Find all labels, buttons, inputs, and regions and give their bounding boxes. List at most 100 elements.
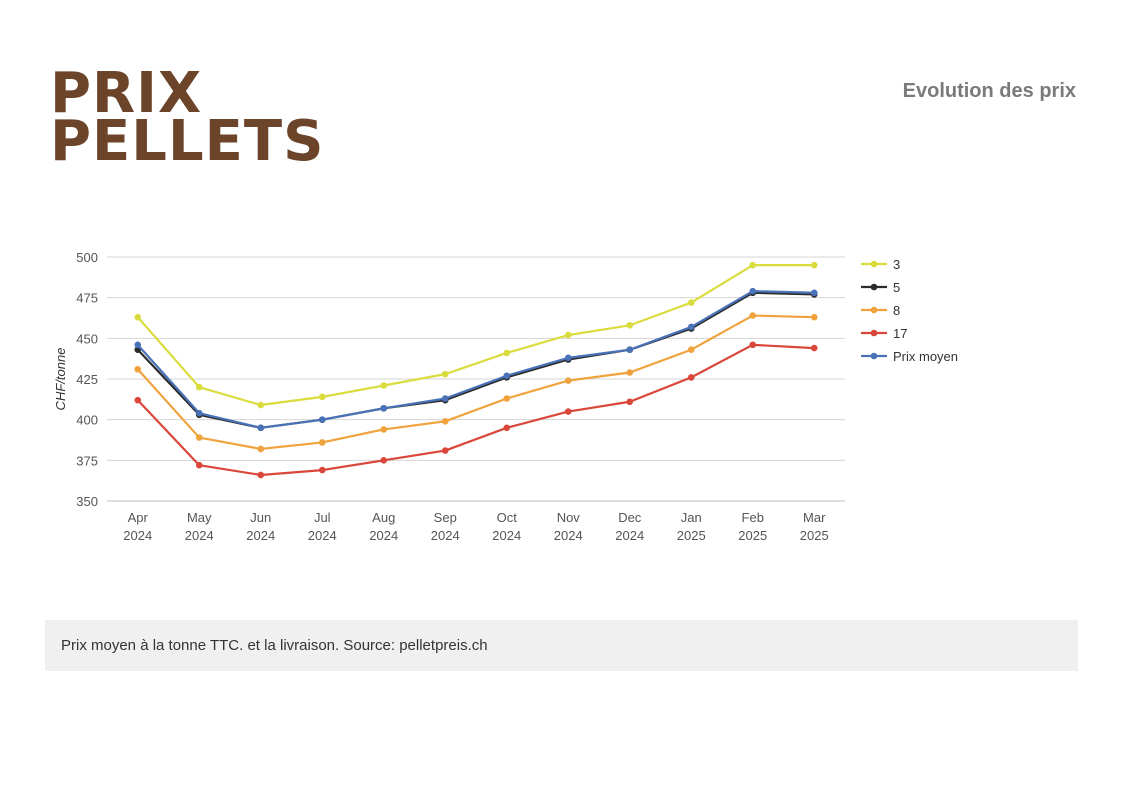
data-point (441, 417, 449, 425)
y-tick-label: 375 (76, 453, 98, 468)
legend-label: 3 (893, 257, 900, 272)
x-tick-label-year: 2024 (554, 528, 583, 543)
data-point (749, 312, 757, 319)
data-point (564, 408, 572, 415)
data-point (810, 313, 818, 321)
data-point (380, 457, 388, 464)
data-point (318, 393, 326, 401)
data-point (564, 331, 572, 339)
legend-label: 5 (893, 280, 900, 295)
data-point (810, 261, 818, 269)
data-point (749, 261, 757, 269)
data-point (687, 374, 695, 381)
page-title: PRIX PELLETS (50, 61, 325, 174)
x-tick-label-month: Jan (681, 510, 702, 525)
series-line-3 (136, 264, 815, 407)
data-point (380, 382, 388, 389)
y-tick-label: 425 (76, 372, 98, 387)
x-tick-label-year: 2024 (246, 528, 275, 543)
data-point (257, 471, 265, 479)
data-point (195, 461, 203, 469)
x-tick-label-month: Mar (803, 510, 826, 525)
x-tick-label-month: Jul (314, 510, 331, 525)
x-tick-label-year: 2024 (431, 528, 460, 543)
x-tick-label-month: Sep (434, 510, 457, 525)
x-tick-label-month: Apr (128, 510, 149, 525)
data-point (687, 299, 695, 306)
y-axis-label: CHF/tonne (53, 348, 68, 411)
data-point (503, 372, 511, 380)
x-tick-label-month: Oct (497, 510, 518, 525)
data-point (134, 396, 142, 404)
footer-note: Prix moyen à la tonne TTC. et la livrais… (61, 637, 488, 654)
data-point (257, 445, 265, 453)
x-tick-label-month: Feb (742, 510, 764, 525)
price-chart: 350 375 400 425 450 475 500 Apr 2024 May 2024 Jun 20… (53, 250, 958, 543)
x-tick-label-month: Dec (618, 510, 642, 525)
x-tick-label-year: 2024 (308, 528, 337, 543)
data-point (318, 439, 326, 446)
data-point (195, 383, 203, 391)
y-tick-label: 400 (76, 413, 98, 428)
data-point (749, 287, 757, 295)
data-point (318, 466, 326, 474)
legend-swatch-marker (870, 352, 878, 360)
y-tick-label: 450 (76, 331, 98, 346)
title-line-2: PELLETS (50, 109, 325, 174)
data-point (134, 313, 142, 321)
data-point (503, 395, 511, 402)
data-point (626, 369, 634, 376)
data-point (749, 341, 757, 349)
data-point (810, 289, 818, 297)
data-point (318, 416, 326, 423)
data-point (626, 346, 634, 354)
legend-label: 17 (893, 326, 907, 341)
data-point (626, 322, 634, 329)
legend-label: 8 (893, 303, 900, 318)
series-line-17 (136, 343, 815, 477)
x-tick-label-year: 2024 (615, 528, 644, 543)
data-point (195, 409, 203, 417)
data-point (380, 426, 388, 433)
data-point (564, 354, 572, 362)
x-tick-label-month: Aug (372, 510, 395, 525)
x-tick-label-year: 2024 (492, 528, 521, 543)
data-point (134, 365, 142, 373)
chart-subtitle: Evolution des prix (902, 80, 1076, 102)
x-tick-label-month: Jun (250, 510, 271, 525)
y-tick-label: 500 (76, 250, 98, 265)
data-point (257, 401, 265, 409)
y-tick-label: 475 (76, 291, 98, 306)
data-point (441, 395, 449, 402)
series-line-prix-moyen (136, 290, 815, 429)
data-point (441, 447, 449, 454)
legend-swatch-marker (870, 283, 878, 291)
data-point (441, 370, 449, 378)
legend-swatch-marker (870, 260, 878, 268)
data-point (195, 434, 203, 441)
legend-swatch-marker (870, 329, 878, 337)
data-point (564, 377, 572, 384)
x-tick-label-year: 2025 (738, 528, 767, 543)
data-point (687, 323, 695, 331)
legend-label: Prix moyen (893, 349, 958, 364)
legend-swatch-marker (870, 306, 878, 314)
x-tick-label-year: 2025 (677, 528, 706, 543)
data-point (810, 344, 818, 352)
title-line-1: PRIX (50, 61, 203, 126)
x-tick-label-year: 2025 (800, 528, 829, 543)
data-point (380, 404, 388, 412)
data-point (503, 349, 511, 357)
series-line-5 (136, 291, 815, 429)
data-point (626, 398, 634, 406)
x-tick-label-year: 2024 (123, 528, 152, 543)
series-line-8 (136, 314, 815, 451)
data-point (257, 424, 265, 432)
data-point (687, 346, 695, 354)
data-point (503, 424, 511, 432)
y-tick-label: 350 (76, 494, 98, 509)
x-tick-label-month: May (187, 510, 212, 525)
data-point (134, 341, 142, 349)
x-tick-label-year: 2024 (185, 528, 214, 543)
footer-note-box: Prix moyen à la tonne TTC. et la livrais… (45, 620, 1078, 671)
